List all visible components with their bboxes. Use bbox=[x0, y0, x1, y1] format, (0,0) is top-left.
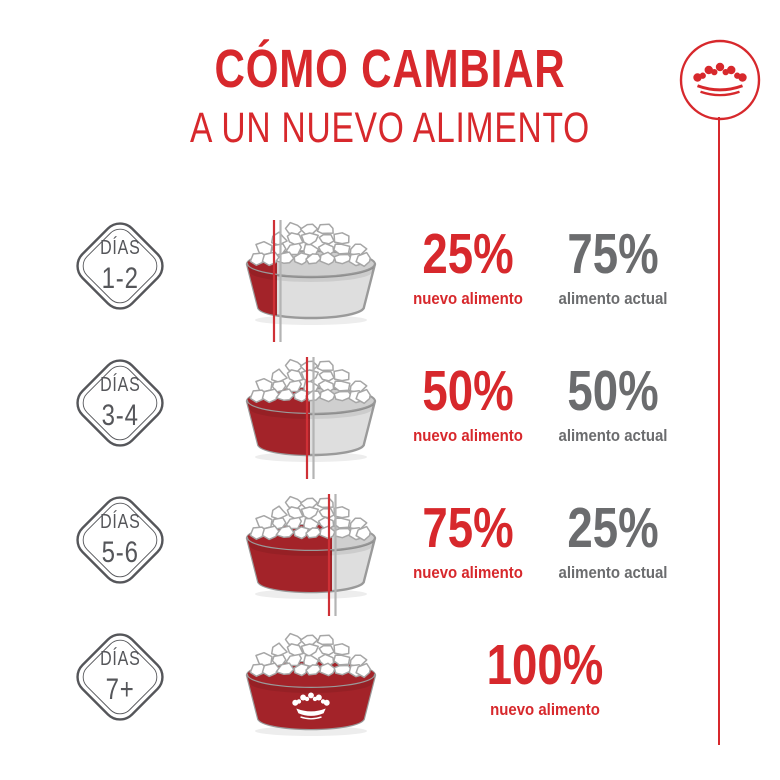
days-label: DÍAS bbox=[99, 237, 141, 259]
current-food-percent: 25% alimento actual bbox=[543, 496, 683, 582]
day-badge-text: DÍAS 1-2 bbox=[64, 210, 176, 322]
new-food-percent-label: nuevo alimento bbox=[490, 700, 600, 719]
transition-row-days-3-4: DÍAS 3-4 50% nuevo alimento 50% alimento… bbox=[0, 337, 780, 479]
new-food-percent: 25% nuevo alimento bbox=[398, 222, 538, 308]
food-bowl-icon bbox=[245, 494, 377, 616]
current-food-percent-label: alimento actual bbox=[558, 289, 668, 308]
diamond-outline bbox=[76, 633, 164, 721]
days-label: DÍAS bbox=[99, 511, 141, 533]
transition-row-days-5-6: DÍAS 5-6 75% nuevo alimento 25% alimento… bbox=[0, 474, 780, 616]
diamond-day-badge: DÍAS 1-2 bbox=[64, 210, 176, 322]
transition-row-days-1-2: DÍAS 1-2 25% nuevo alimento 75% alimento… bbox=[0, 200, 780, 342]
current-food-percent-label: alimento actual bbox=[558, 426, 668, 445]
new-food-percent-value: 25% bbox=[422, 222, 514, 286]
page-title: CÓMO CAMBIAR bbox=[214, 39, 566, 99]
day-badge-text: DÍAS 7+ bbox=[64, 621, 176, 733]
diamond-outline bbox=[76, 359, 164, 447]
current-food-percent-value: 75% bbox=[567, 222, 659, 286]
days-label: DÍAS bbox=[99, 648, 141, 670]
food-bowl-icon bbox=[245, 220, 377, 342]
diamond-outline bbox=[76, 222, 164, 310]
royal-canin-crown-icon bbox=[679, 39, 761, 121]
new-food-percent-label: nuevo alimento bbox=[413, 426, 523, 445]
brand-divider-line bbox=[718, 117, 721, 745]
current-food-percent: 75% alimento actual bbox=[543, 222, 683, 308]
new-food-percent-label: nuevo alimento bbox=[413, 289, 523, 308]
days-range: 1-2 bbox=[101, 262, 139, 295]
diamond-day-badge: DÍAS 3-4 bbox=[64, 347, 176, 459]
day-badge-text: DÍAS 3-4 bbox=[64, 347, 176, 459]
days-range: 7+ bbox=[105, 673, 135, 706]
day-badge-text: DÍAS 5-6 bbox=[64, 484, 176, 596]
new-food-percent-value: 75% bbox=[422, 496, 514, 560]
days-range: 3-4 bbox=[101, 399, 139, 432]
page-subtitle: A UN NUEVO ALIMENTO bbox=[189, 104, 590, 152]
days-range: 5-6 bbox=[101, 536, 139, 569]
new-food-percent-value: 100% bbox=[486, 633, 604, 697]
diamond-outline bbox=[76, 496, 164, 584]
food-bowl-icon bbox=[245, 357, 377, 479]
transition-row-days-7-plus: DÍAS 7+ 100% nuevo alimento bbox=[0, 611, 780, 748]
new-food-percent-label: nuevo alimento bbox=[413, 563, 523, 582]
current-food-percent-value: 50% bbox=[567, 359, 659, 423]
new-food-percent: 100% nuevo alimento bbox=[445, 633, 645, 719]
diamond-day-badge: DÍAS 7+ bbox=[64, 621, 176, 733]
food-bowl-icon bbox=[245, 632, 377, 736]
days-label: DÍAS bbox=[99, 374, 141, 396]
current-food-percent: 50% alimento actual bbox=[543, 359, 683, 445]
current-food-percent-value: 25% bbox=[567, 496, 659, 560]
new-food-percent-value: 50% bbox=[422, 359, 514, 423]
current-food-percent-label: alimento actual bbox=[558, 563, 668, 582]
new-food-percent: 75% nuevo alimento bbox=[398, 496, 538, 582]
diamond-day-badge: DÍAS 5-6 bbox=[64, 484, 176, 596]
new-food-percent: 50% nuevo alimento bbox=[398, 359, 538, 445]
